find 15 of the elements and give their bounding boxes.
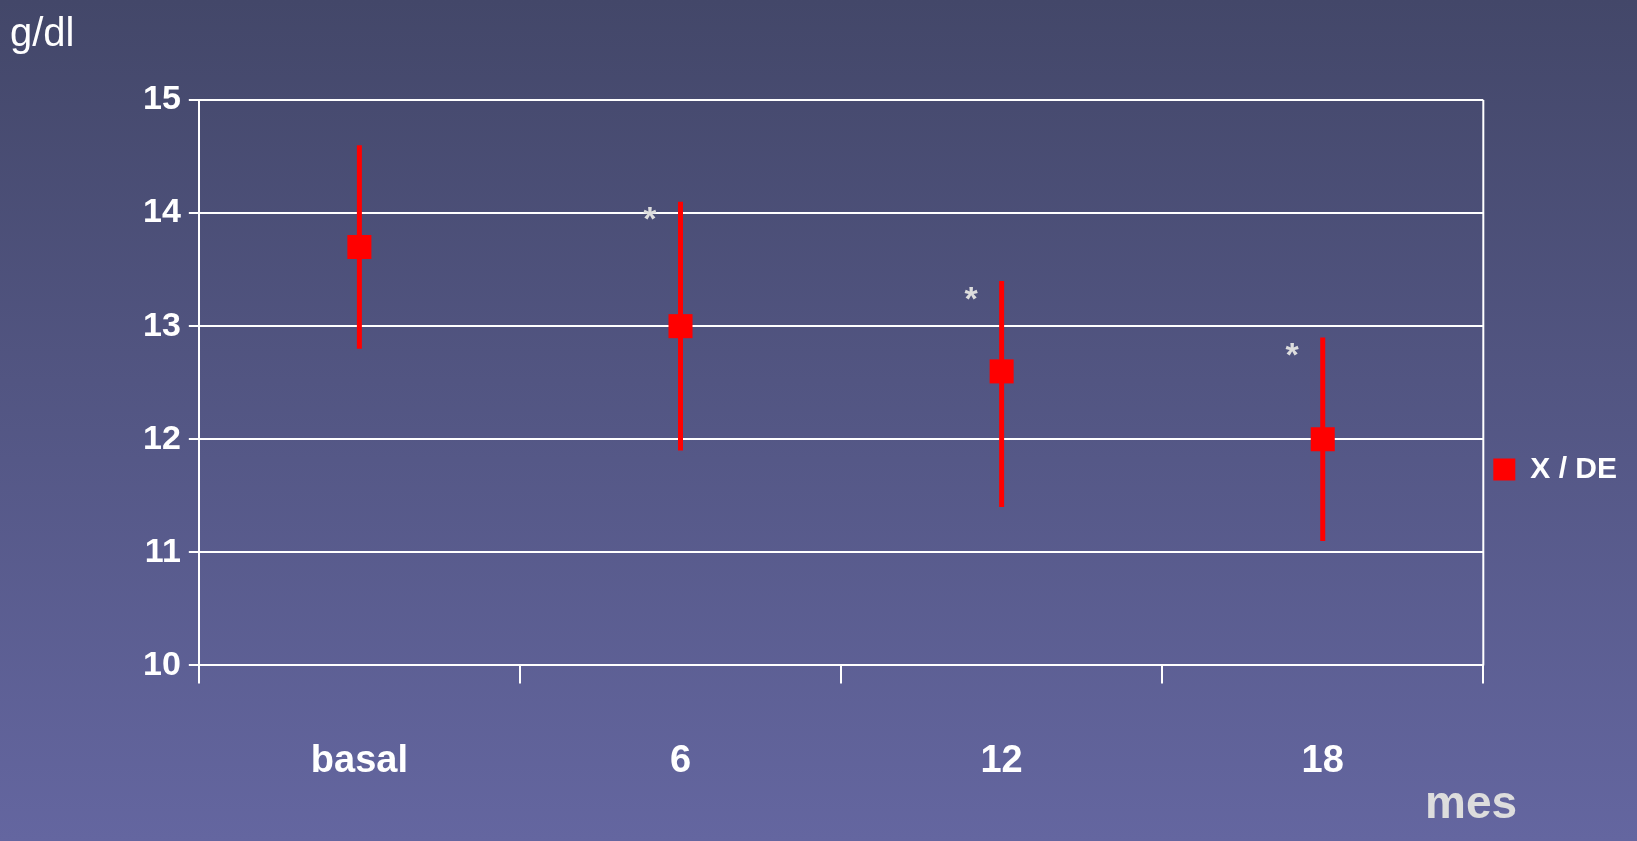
y-tick-label: 15 [142, 78, 181, 117]
x-tick-label: 12 [980, 737, 1023, 780]
y-tick-label: 14 [142, 191, 181, 230]
annotation: * [964, 278, 979, 317]
y-tick-label: 12 [142, 417, 181, 456]
y-tick-label: 10 [142, 643, 181, 682]
x-axis-title: mes [1425, 775, 1518, 829]
annotation: * [1285, 335, 1300, 374]
y-tick-label: 13 [142, 304, 181, 343]
y-tick-label: 11 [144, 530, 181, 569]
x-tick-label: 6 [669, 737, 692, 780]
legend-label: X / DE [1530, 450, 1618, 484]
x-tick-label: 18 [1301, 737, 1344, 780]
x-tick-label: basal [310, 737, 408, 780]
y-axis-title: g/dl [10, 10, 75, 55]
